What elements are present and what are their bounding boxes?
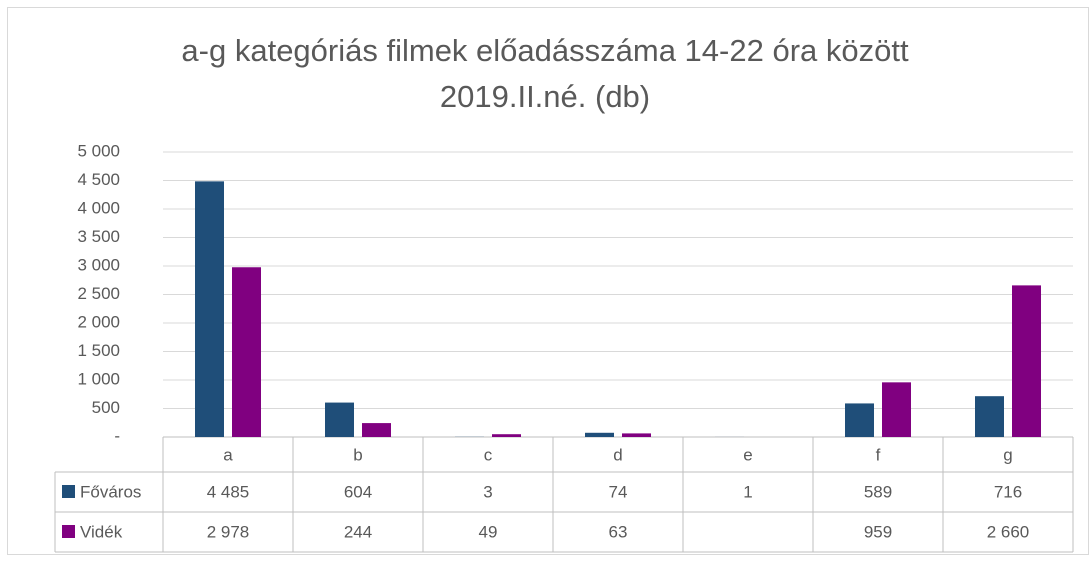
table-value: 3 <box>483 482 492 501</box>
x-tick-label: b <box>353 445 362 464</box>
bar <box>882 382 911 437</box>
y-tick-label: 2 500 <box>77 284 120 303</box>
table-value: 49 <box>479 522 498 541</box>
x-tick-label: a <box>223 445 233 464</box>
x-tick-label: c <box>484 445 493 464</box>
legend-label: Vidék <box>80 522 123 541</box>
x-tick-label: d <box>613 445 622 464</box>
y-tick-label: 500 <box>92 398 120 417</box>
table-value: 1 <box>743 482 752 501</box>
x-tick-label: g <box>1003 445 1012 464</box>
y-tick-label: 4 000 <box>77 198 120 217</box>
legend-label: Főváros <box>80 482 141 501</box>
bar <box>622 433 651 437</box>
bar <box>1012 285 1041 437</box>
table-value: 2 660 <box>987 522 1030 541</box>
y-tick-label: - <box>114 426 120 445</box>
y-tick-label: 3 500 <box>77 227 120 246</box>
table-value: 716 <box>994 482 1022 501</box>
bar <box>975 396 1004 437</box>
y-tick-label: 5 000 <box>77 141 120 160</box>
bar <box>232 267 261 437</box>
y-tick-label: 2 000 <box>77 312 120 331</box>
bar <box>492 434 521 437</box>
table-value: 4 485 <box>207 482 250 501</box>
y-tick-label: 3 000 <box>77 255 120 274</box>
table-value: 959 <box>864 522 892 541</box>
table-value: 2 978 <box>207 522 250 541</box>
bar <box>325 403 354 437</box>
bar <box>195 181 224 437</box>
bar <box>845 403 874 437</box>
table-value: 63 <box>609 522 628 541</box>
y-tick-label: 1 500 <box>77 341 120 360</box>
x-tick-label: f <box>876 445 881 464</box>
table-value: 589 <box>864 482 892 501</box>
y-tick-label: 1 000 <box>77 369 120 388</box>
legend-swatch <box>62 525 75 538</box>
table-value: 74 <box>609 482 628 501</box>
y-tick-label: 4 500 <box>77 170 120 189</box>
bar <box>362 423 391 437</box>
table-value: 244 <box>344 522 372 541</box>
bar <box>585 433 614 437</box>
chart-title: a-g kategóriás filmek előadásszáma 14-22… <box>130 28 960 120</box>
table-value: 604 <box>344 482 372 501</box>
x-tick-label: e <box>743 445 752 464</box>
legend-swatch <box>62 485 75 498</box>
